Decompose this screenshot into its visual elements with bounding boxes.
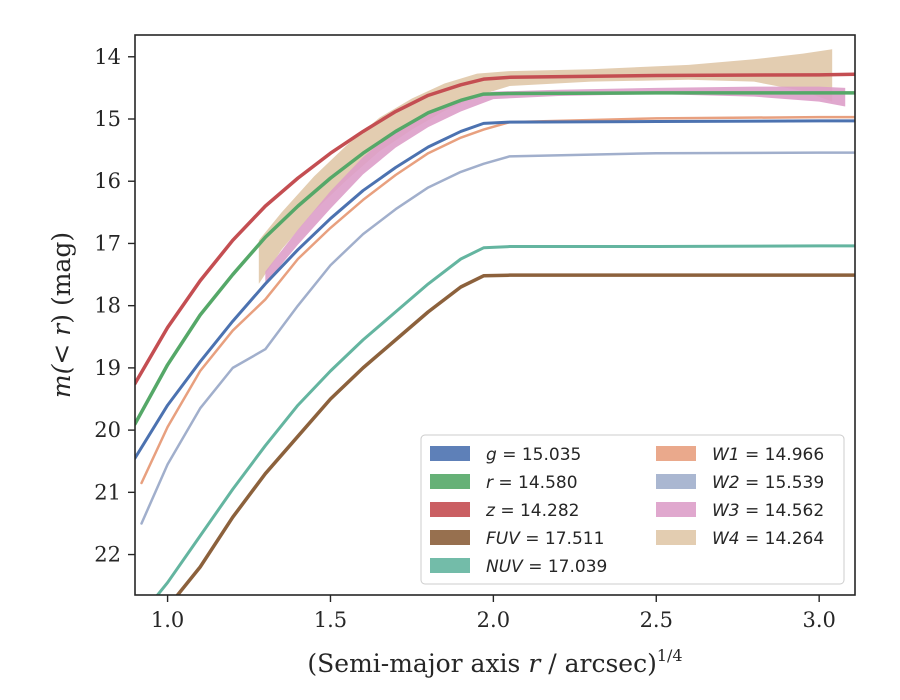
legend-swatch-z (430, 502, 470, 517)
y-tick-label: 22 (94, 543, 121, 567)
x-tick-label: 2.0 (477, 608, 510, 632)
y-tick-label: 21 (94, 480, 121, 504)
y-tick-label: 14 (94, 45, 121, 69)
legend-swatch-w4 (656, 530, 696, 545)
legend-swatch-w1 (656, 446, 696, 461)
plot-frame (134, 34, 856, 596)
legend-swatch-r (430, 474, 470, 489)
y-tick-label: 17 (94, 231, 121, 255)
series-band-w3 (265, 86, 846, 284)
legend-label-nuv: NUV = 17.039 (486, 557, 607, 577)
series-line-z (135, 72, 855, 386)
x-tick-label: 2.5 (640, 608, 673, 632)
x-tick-label: 1.5 (314, 608, 347, 632)
y-tick-label: 15 (94, 107, 121, 131)
legend-swatch-fuv (430, 530, 470, 545)
legend-label-z: z = 14.282 (485, 501, 579, 521)
series-line-nuv (155, 244, 855, 595)
legend-label-fuv: FUV = 17.511 (486, 529, 604, 549)
legend-label-w1: W1 = 14.966 (712, 445, 824, 465)
legend-label-g: g = 15.035 (486, 445, 581, 465)
series-line-g (135, 119, 855, 460)
y-tick-label: 18 (94, 294, 121, 318)
legend-label-w4: W4 = 14.264 (712, 529, 824, 549)
series-line-fuv (175, 273, 855, 595)
legend-swatch-w2 (656, 474, 696, 489)
legend-swatch-nuv (430, 558, 470, 573)
y-tick-label: 16 (94, 169, 121, 193)
legend-label-r: r = 14.580 (486, 473, 578, 493)
x-tick-label: 1.0 (151, 608, 184, 632)
x-axis: 1.0 1.5 2.0 2.5 3.0 (151, 595, 836, 632)
legend-box (420, 434, 845, 585)
legend-label-w3: W3 = 14.562 (712, 501, 824, 521)
series-line-r (135, 91, 855, 426)
legend-label-w2: W2 = 15.539 (712, 473, 824, 493)
x-axis-label: (Semi-major axis r / arcsec)1/4 (307, 646, 682, 678)
y-tick-label: 20 (94, 418, 121, 442)
y-axis-label: m(< r) (mag) (47, 232, 76, 398)
legend: g = 15.035 r = 14.580 z = 14.282 FUV = 17.5… (420, 434, 845, 585)
series-line-w2 (140, 151, 855, 525)
x-tick-label: 3.0 (802, 608, 835, 632)
y-axis: 14 15 16 17 18 19 20 21 22 (94, 45, 135, 567)
y-tick-label: 19 (94, 356, 121, 380)
legend-swatch-g (430, 446, 470, 461)
series-layer (135, 49, 855, 595)
series-line-w1 (140, 115, 855, 485)
legend-swatch-w3 (656, 502, 696, 517)
